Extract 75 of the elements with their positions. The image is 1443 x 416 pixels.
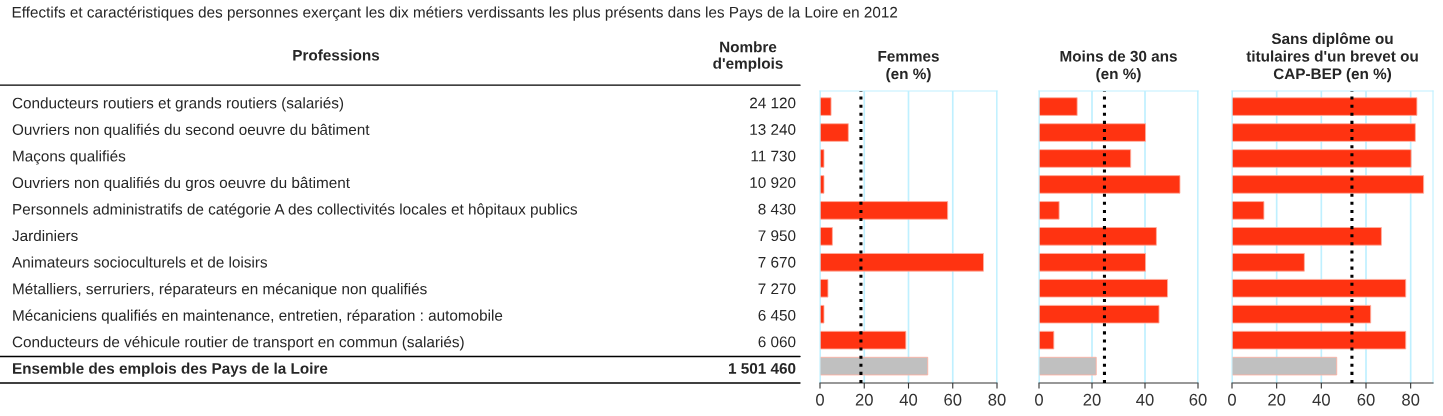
category-label: Animateurs socioculturels et de loisirs	[12, 256, 268, 268]
bar	[820, 201, 949, 220]
category-label: Métalliers, serruriers, réparateurs en mécanique non qualifiés	[13, 282, 427, 298]
x-tick-label: 0	[1035, 393, 1043, 406]
bar	[820, 97, 832, 116]
data-label: 10 920	[750, 177, 796, 189]
bar	[1232, 304, 1372, 324]
x-tick-label: 20	[855, 393, 873, 406]
x-tick-label: 40	[1136, 393, 1154, 406]
bar	[1232, 279, 1407, 298]
x-tick-label: 60	[944, 393, 962, 406]
bar	[820, 356, 929, 376]
bar	[1232, 356, 1338, 376]
x-tick-label: 0	[1228, 393, 1236, 406]
x-tick-label: 60	[1357, 393, 1375, 406]
x-tick-label: 0	[816, 393, 824, 406]
bar	[1232, 149, 1412, 168]
bar	[820, 279, 829, 298]
data-label: 6 060	[758, 336, 796, 348]
x-tick-label: 80	[988, 393, 1006, 406]
bar	[1039, 330, 1055, 350]
category-label: Conducteurs de véhicule routier de transport en commun (salariés)	[12, 335, 464, 351]
bar	[820, 123, 849, 142]
bar	[820, 227, 833, 246]
text: Effectifs et caractéristiques des personnes exerçant les dix métiers verdissants les plus présents dans les Pays de la Loire en 2012	[12, 6, 898, 21]
bar	[1232, 97, 1418, 116]
data-label: 7 950	[758, 230, 796, 242]
x-tick-label: 60	[1189, 393, 1207, 406]
x-tick-label: 20	[1083, 393, 1101, 406]
data-label: 7 270	[758, 283, 796, 295]
category-label: Mécaniciens qualifiés en maintenance, entretien, réparation : automobile	[13, 309, 503, 324]
chart-title: Moins de 30 ans (en %)	[1060, 50, 1177, 83]
data-label: 8 430	[758, 203, 796, 215]
chart-title: Sans diplôme ou titulaires d'un brevet ou CAP-BEP (en %)	[1246, 32, 1418, 83]
bar	[820, 330, 907, 350]
bar	[1232, 253, 1305, 272]
x-tick-label: 40	[899, 393, 918, 406]
bar	[1232, 175, 1425, 194]
x-tick-label: 20	[1268, 393, 1286, 406]
category-label: Ouvriers non qualifiés du gros oeuvre du bâtiment	[12, 176, 350, 192]
bar	[1232, 227, 1382, 246]
data-label: 24 120	[750, 97, 796, 109]
bar	[820, 175, 825, 194]
bar	[820, 304, 825, 324]
category-label: Ensemble des emplois des Pays de la Loire	[13, 362, 328, 377]
bar	[1232, 123, 1416, 142]
x-tick-label: 40	[1312, 393, 1330, 406]
category-label: Conducteurs routiers et grands routiers (salariés)	[12, 97, 344, 112]
category-label: Ouvriers non qualifiés du second oeuvre du bâtiment	[12, 123, 370, 139]
text: Nombre d'emplois	[713, 41, 783, 72]
bar	[1039, 175, 1181, 194]
bar	[1039, 97, 1078, 116]
bar	[1039, 279, 1168, 298]
chart-title: Femmes (en %)	[878, 51, 939, 83]
bar	[1039, 227, 1157, 246]
bar	[820, 253, 984, 272]
bar	[1039, 304, 1160, 324]
category-label: Personnels administratifs de catégorie A des collectivités locales et hôpitaux publics	[13, 203, 578, 218]
category-label: Jardiniers	[12, 229, 78, 242]
data-label: 6 450	[758, 309, 796, 321]
data-label: 7 670	[758, 256, 796, 268]
data-label: 13 240	[750, 124, 796, 135]
data-label: 1 501 460	[729, 363, 796, 374]
data-label: 11 730	[751, 150, 796, 162]
bar	[1039, 253, 1146, 272]
bar	[1232, 330, 1407, 350]
category-label: Maçons qualifiés	[13, 150, 126, 165]
bar	[1232, 201, 1265, 220]
bar	[1039, 356, 1097, 376]
text: Professions	[293, 49, 380, 61]
bar	[1039, 123, 1146, 142]
bar	[1039, 149, 1132, 168]
x-tick-label: 80	[1402, 393, 1420, 406]
bar	[820, 149, 825, 168]
bar	[1039, 201, 1060, 220]
